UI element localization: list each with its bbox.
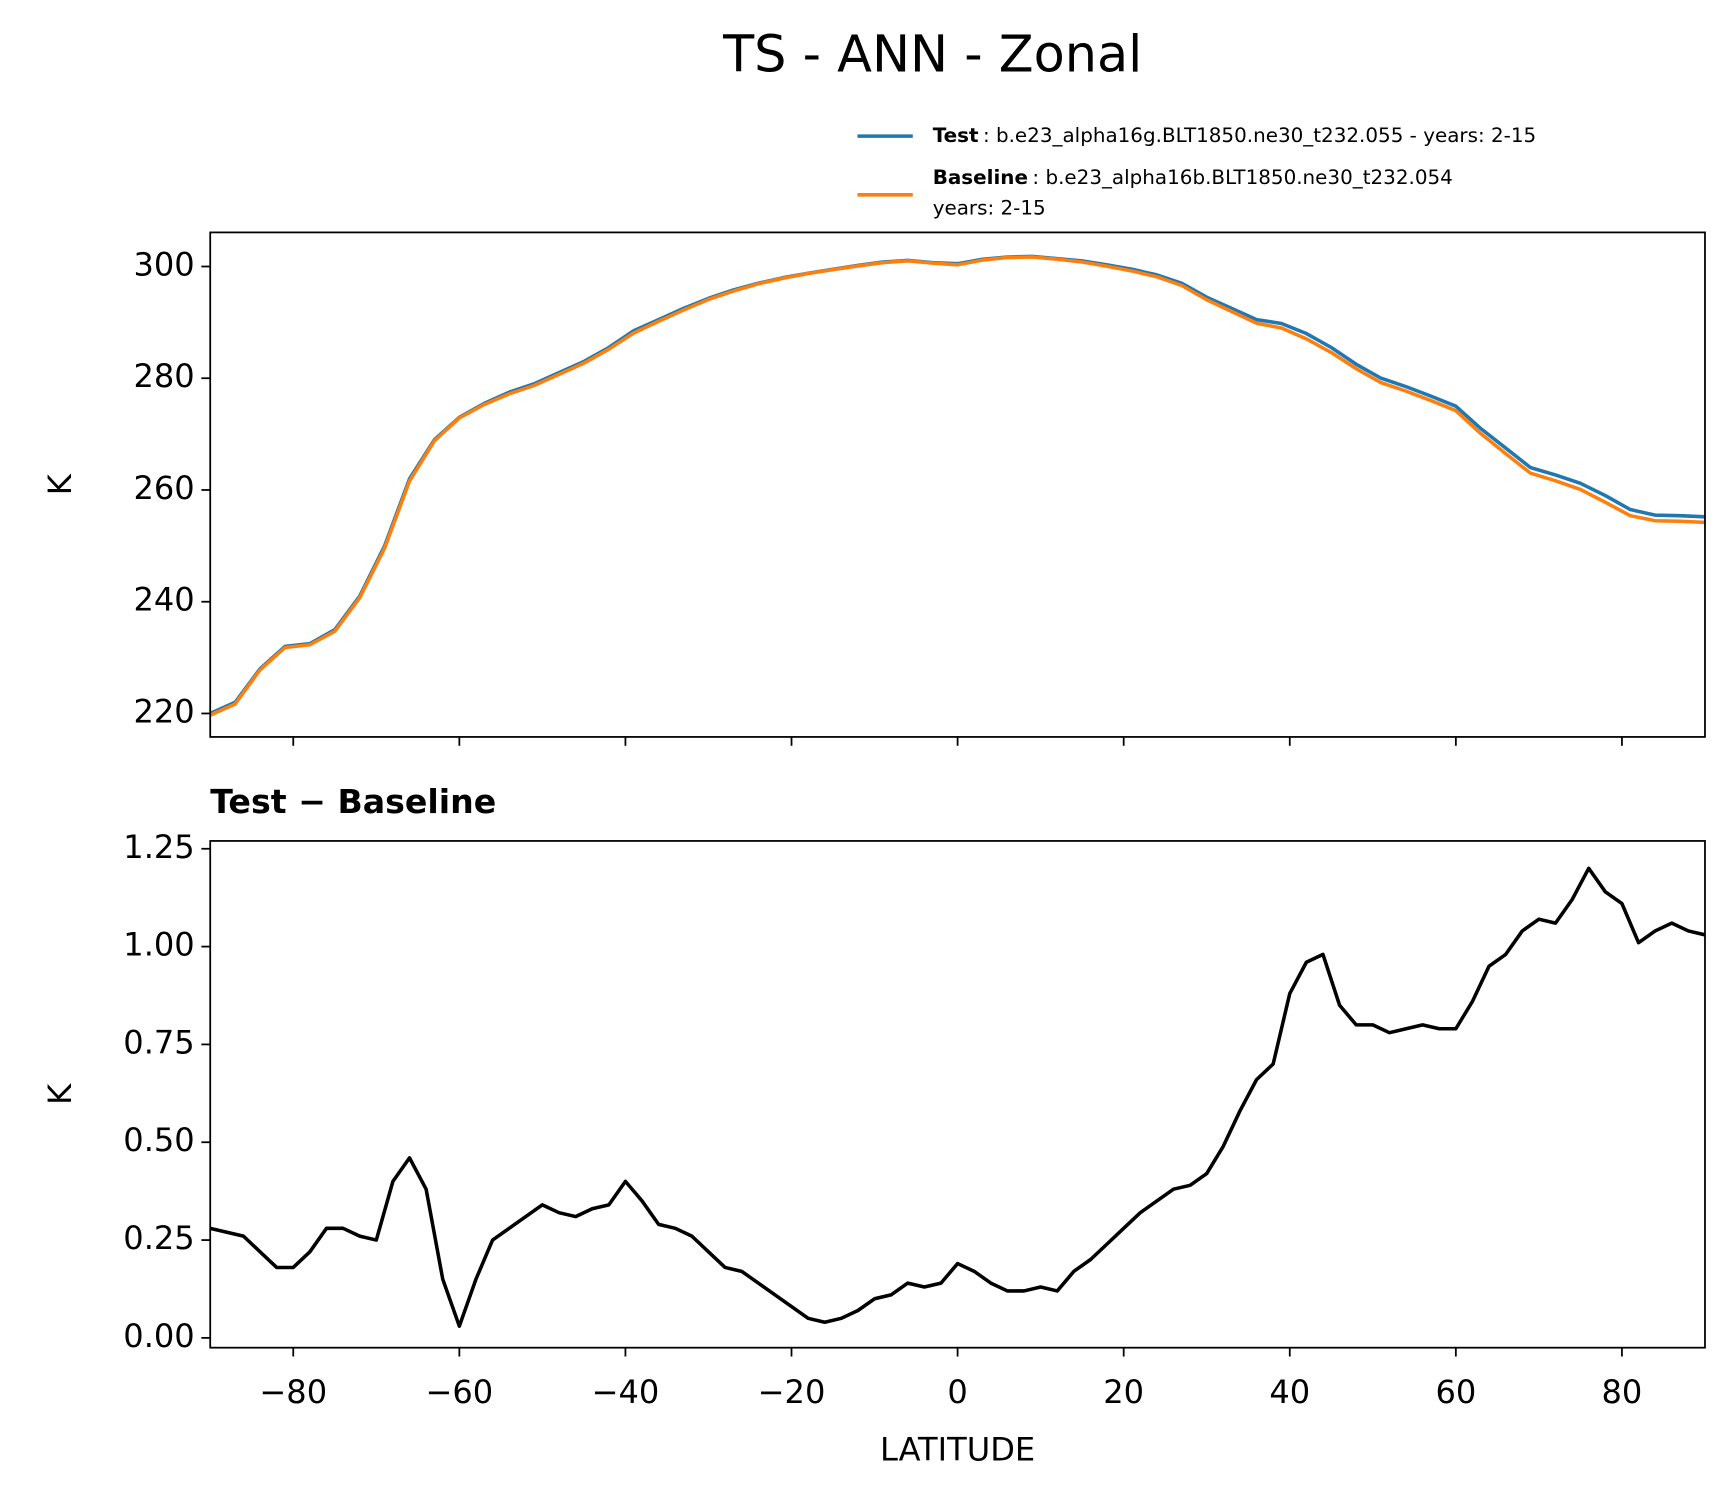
y-tick-label: 0.00 <box>123 1317 194 1355</box>
x-tick-label: −40 <box>592 1373 660 1411</box>
y-tick-label: 0.25 <box>123 1219 194 1257</box>
legend-label: years: 2-15 <box>933 197 1046 220</box>
y-tick-label: 300 <box>133 245 194 283</box>
y-tick-label: 0.50 <box>123 1121 194 1159</box>
y-tick-label: 280 <box>133 357 194 395</box>
y-tick-label: 1.00 <box>123 926 194 964</box>
legend-desc: : b.e23_alpha16b.BLT1850.ne30_t232.054 <box>1032 166 1452 189</box>
y-tick-label: 240 <box>133 581 194 619</box>
y-tick-label: 220 <box>133 692 194 730</box>
legend-name: Baseline <box>933 166 1028 189</box>
data-line <box>210 254 1705 716</box>
y-tick-label: 0.75 <box>123 1023 194 1061</box>
data-line <box>210 866 1705 1328</box>
x-tick-label: −80 <box>259 1373 327 1411</box>
x-tick-label: 0 <box>947 1373 967 1411</box>
y-axis-label: K <box>41 473 79 495</box>
plot-frame <box>209 231 1706 738</box>
plot-frame <box>209 840 1706 1349</box>
legend-label: Baseline: b.e23_alpha16b.BLT1850.ne30_t2… <box>933 166 1453 189</box>
subplot-title: Test − Baseline <box>210 782 496 821</box>
x-tick-label: 80 <box>1602 1373 1643 1411</box>
y-tick-label: 1.25 <box>123 828 194 866</box>
legend-name: Test <box>933 124 979 147</box>
x-tick-label: 40 <box>1269 1373 1310 1411</box>
y-tick-label: 260 <box>133 469 194 507</box>
x-tick-label: 20 <box>1103 1373 1144 1411</box>
y-axis-label: K <box>41 1083 79 1105</box>
x-axis-label: LATITUDE <box>880 1431 1035 1469</box>
x-tick-label: 60 <box>1435 1373 1476 1411</box>
legend-desc: : b.e23_alpha16g.BLT1850.ne30_t232.055 -… <box>983 124 1536 147</box>
legend-label: Test: b.e23_alpha16g.BLT1850.ne30_t232.0… <box>933 124 1537 147</box>
figure-title: TS - ANN - Zonal <box>722 26 1142 85</box>
x-tick-label: −20 <box>758 1373 826 1411</box>
x-tick-label: −60 <box>425 1373 493 1411</box>
data-line <box>210 255 1705 717</box>
